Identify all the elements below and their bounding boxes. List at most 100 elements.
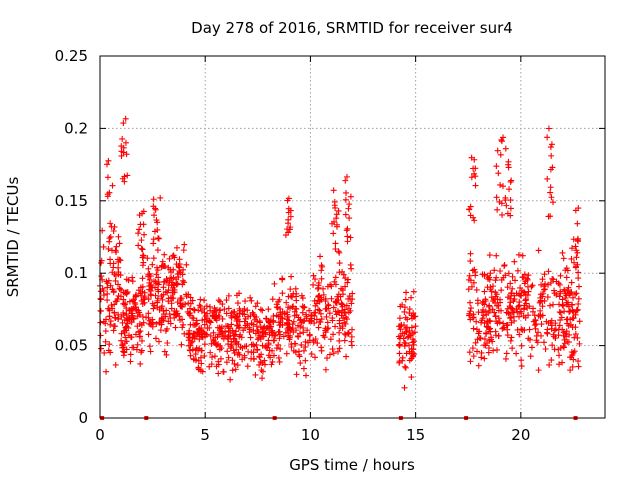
data-point bbox=[135, 230, 142, 237]
data-point bbox=[236, 310, 243, 317]
data-point bbox=[248, 297, 255, 304]
data-point bbox=[244, 363, 251, 370]
data-point bbox=[396, 323, 403, 330]
data-point bbox=[132, 331, 139, 338]
data-point bbox=[105, 305, 112, 312]
data-point bbox=[256, 354, 263, 361]
data-point bbox=[229, 367, 236, 374]
data-point bbox=[242, 322, 249, 329]
data-point bbox=[568, 289, 575, 296]
data-point bbox=[219, 301, 226, 308]
data-point bbox=[124, 288, 131, 295]
data-point bbox=[516, 331, 523, 338]
data-point bbox=[214, 333, 221, 340]
data-point bbox=[247, 294, 254, 301]
data-point bbox=[347, 307, 354, 314]
data-point bbox=[338, 300, 345, 307]
data-point bbox=[495, 170, 502, 177]
data-point bbox=[345, 329, 352, 336]
data-point bbox=[347, 295, 354, 302]
data-point bbox=[314, 285, 321, 292]
data-point bbox=[508, 305, 515, 312]
data-point bbox=[318, 296, 325, 303]
data-point bbox=[250, 355, 257, 362]
data-point bbox=[537, 297, 544, 304]
data-point bbox=[118, 337, 125, 344]
data-point bbox=[302, 357, 309, 364]
data-point bbox=[400, 335, 407, 342]
data-point bbox=[514, 267, 521, 274]
data-point bbox=[173, 244, 180, 251]
y-axis-label: SRMTID / TECUs bbox=[4, 177, 22, 298]
data-point bbox=[408, 374, 415, 381]
data-point bbox=[139, 210, 146, 217]
data-point bbox=[398, 321, 405, 328]
data-point bbox=[348, 300, 355, 307]
data-point bbox=[559, 301, 566, 308]
data-point bbox=[225, 354, 232, 361]
data-point bbox=[270, 319, 277, 326]
data-point bbox=[346, 215, 353, 222]
data-point bbox=[508, 334, 515, 341]
data-point bbox=[176, 268, 183, 275]
data-point bbox=[546, 361, 553, 368]
data-point bbox=[506, 315, 513, 322]
data-point bbox=[548, 141, 555, 148]
data-point bbox=[108, 302, 115, 308]
data-point bbox=[190, 330, 197, 337]
data-point bbox=[258, 351, 265, 358]
data-point bbox=[257, 306, 264, 313]
data-point bbox=[505, 310, 512, 317]
data-point bbox=[141, 289, 148, 296]
data-point bbox=[105, 245, 112, 252]
data-point bbox=[224, 348, 231, 355]
data-point bbox=[207, 333, 214, 340]
data-point bbox=[532, 325, 539, 332]
data-point bbox=[195, 366, 202, 373]
data-point bbox=[349, 290, 356, 297]
data-point bbox=[201, 309, 208, 316]
data-point bbox=[315, 279, 322, 286]
data-point bbox=[254, 347, 261, 354]
data-point bbox=[224, 335, 231, 342]
data-point bbox=[125, 315, 132, 322]
data-point bbox=[406, 327, 413, 334]
data-point bbox=[526, 336, 533, 343]
data-point bbox=[473, 286, 480, 293]
data-point bbox=[287, 293, 294, 300]
data-point bbox=[409, 350, 416, 357]
data-point bbox=[284, 313, 291, 320]
data-point bbox=[104, 174, 111, 181]
data-point bbox=[150, 305, 157, 312]
data-point bbox=[556, 361, 563, 368]
data-point bbox=[152, 335, 159, 342]
data-point bbox=[563, 333, 570, 340]
data-point bbox=[174, 299, 181, 306]
data-point bbox=[473, 326, 480, 333]
data-point bbox=[269, 347, 276, 354]
data-point bbox=[112, 277, 119, 284]
data-point bbox=[107, 220, 114, 227]
data-point bbox=[141, 299, 148, 306]
data-point bbox=[506, 186, 513, 193]
data-point bbox=[210, 329, 217, 336]
y-tick-label: 0.25 bbox=[55, 47, 88, 65]
data-point bbox=[550, 276, 557, 283]
data-point bbox=[260, 333, 267, 340]
data-point bbox=[541, 286, 548, 293]
data-point bbox=[537, 291, 544, 298]
data-point bbox=[493, 163, 500, 170]
data-point bbox=[144, 255, 151, 262]
data-point bbox=[472, 173, 479, 180]
data-point bbox=[150, 278, 157, 285]
data-point bbox=[402, 296, 409, 303]
data-point bbox=[495, 302, 502, 309]
data-point bbox=[139, 262, 146, 269]
data-point bbox=[485, 309, 492, 316]
data-point bbox=[329, 315, 336, 322]
data-point bbox=[312, 276, 319, 283]
data-point bbox=[345, 276, 352, 283]
data-point bbox=[563, 328, 570, 335]
data-point bbox=[474, 336, 481, 343]
data-point bbox=[177, 302, 184, 309]
